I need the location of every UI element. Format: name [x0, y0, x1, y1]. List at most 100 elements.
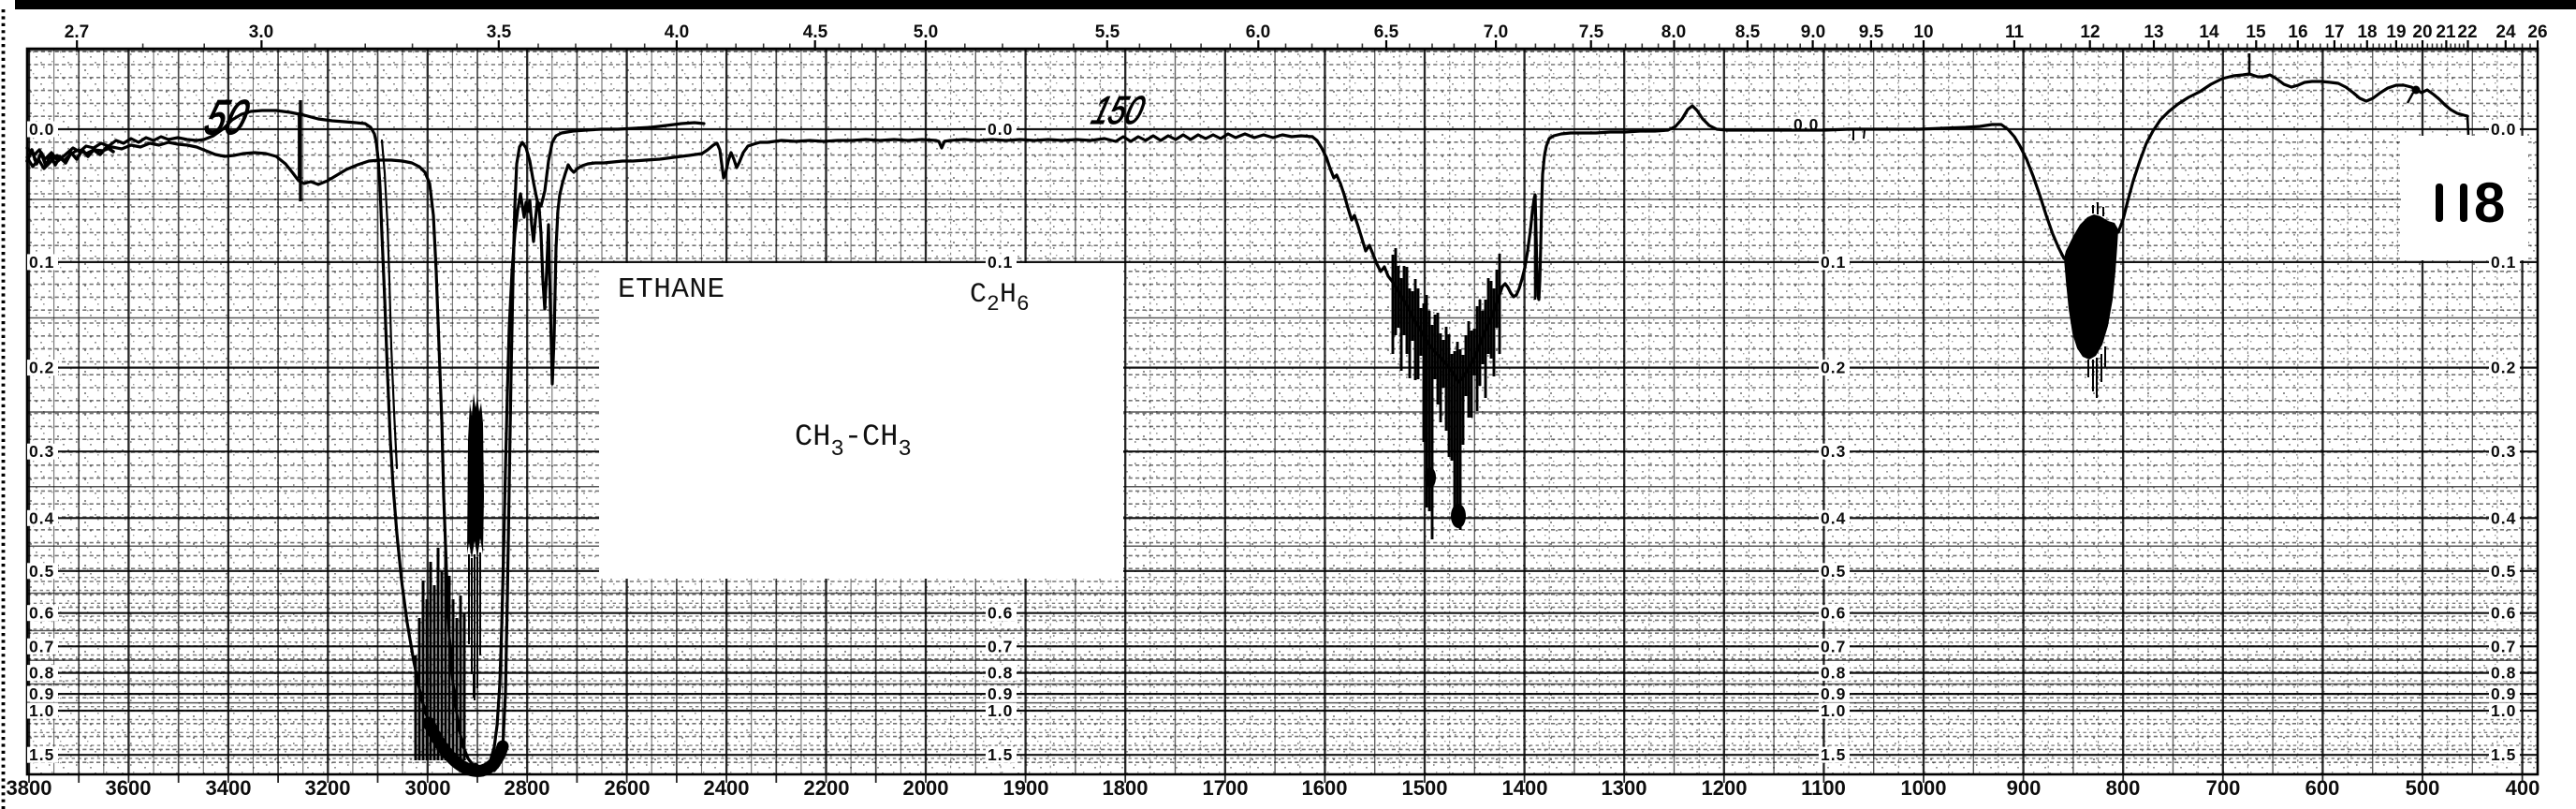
svg-text:2400: 2400: [704, 776, 750, 800]
svg-text:1.0: 1.0: [988, 701, 1013, 720]
svg-text:0.3: 0.3: [29, 442, 54, 461]
svg-text:0.0: 0.0: [988, 120, 1013, 139]
svg-text:0.8: 0.8: [988, 664, 1013, 683]
svg-text:1.0: 1.0: [1821, 701, 1846, 720]
svg-text:400: 400: [2506, 776, 2540, 800]
svg-text:1700: 1700: [1203, 776, 1249, 800]
svg-text:13: 13: [2144, 22, 2163, 42]
svg-text:1100: 1100: [1801, 776, 1846, 800]
svg-text:1800: 1800: [1103, 776, 1149, 800]
svg-text:3800: 3800: [7, 776, 52, 800]
svg-text:1600: 1600: [1302, 776, 1348, 800]
svg-text:500: 500: [2406, 776, 2440, 800]
svg-text:1.5: 1.5: [988, 745, 1013, 764]
svg-text:1900: 1900: [1003, 776, 1049, 800]
svg-text:1.0: 1.0: [29, 701, 54, 720]
svg-text:2600: 2600: [605, 776, 651, 800]
svg-text:10: 10: [1913, 22, 1933, 42]
svg-text:4.0: 4.0: [665, 22, 689, 42]
svg-text:0.0: 0.0: [2491, 120, 2516, 139]
svg-text:0.1: 0.1: [29, 253, 54, 272]
svg-text:3200: 3200: [305, 776, 351, 800]
svg-text:ETHANE: ETHANE: [618, 273, 725, 306]
svg-text:18: 18: [2357, 22, 2377, 42]
svg-text:0.9: 0.9: [988, 684, 1013, 703]
svg-text:600: 600: [2305, 776, 2340, 800]
svg-text:8.0: 8.0: [1661, 22, 1686, 42]
svg-text:0.7: 0.7: [2491, 637, 2516, 655]
svg-text:0.7: 0.7: [29, 637, 54, 655]
svg-text:3000: 3000: [405, 776, 451, 800]
svg-text:0.3: 0.3: [1821, 442, 1846, 461]
svg-text:0.6: 0.6: [2491, 604, 2516, 623]
svg-text:0.8: 0.8: [1821, 664, 1846, 683]
svg-text:0.1: 0.1: [2491, 253, 2516, 272]
svg-text:1400: 1400: [1502, 776, 1548, 800]
svg-text:0.7: 0.7: [1821, 637, 1846, 655]
svg-text:0.9: 0.9: [29, 684, 54, 703]
svg-text:0.1: 0.1: [1821, 253, 1846, 272]
svg-text:1.5: 1.5: [2491, 745, 2516, 764]
svg-text:0.9: 0.9: [1821, 684, 1846, 703]
svg-text:0.6: 0.6: [1821, 604, 1846, 623]
svg-text:4.5: 4.5: [803, 22, 828, 42]
svg-text:9.5: 9.5: [1859, 22, 1884, 42]
svg-text:22: 22: [2457, 22, 2477, 42]
svg-text:8.5: 8.5: [1735, 22, 1761, 42]
svg-text:0.5: 0.5: [1821, 562, 1846, 581]
svg-text:21: 21: [2436, 22, 2456, 42]
svg-text:3.5: 3.5: [487, 22, 512, 42]
svg-text:0.7: 0.7: [988, 637, 1013, 655]
svg-text:0.4: 0.4: [1821, 508, 1846, 527]
svg-text:0.4: 0.4: [29, 508, 54, 527]
svg-text:15: 15: [2246, 22, 2266, 42]
svg-text:20: 20: [2412, 22, 2432, 42]
svg-text:16: 16: [2288, 22, 2307, 42]
svg-text:0.6: 0.6: [988, 604, 1013, 623]
svg-text:24: 24: [2496, 22, 2516, 42]
svg-text:2200: 2200: [804, 776, 850, 800]
svg-text:9.0: 9.0: [1801, 22, 1825, 42]
svg-text:0.4: 0.4: [2491, 508, 2516, 527]
svg-text:C2H6: C2H6: [970, 279, 1030, 316]
svg-text:26: 26: [2527, 22, 2547, 42]
svg-text:1200: 1200: [1702, 776, 1748, 800]
svg-text:14: 14: [2199, 22, 2219, 42]
svg-text:0.3: 0.3: [2491, 442, 2516, 461]
svg-text:2.7: 2.7: [65, 22, 89, 42]
svg-text:3.0: 3.0: [249, 22, 273, 42]
svg-text:0.0: 0.0: [29, 120, 54, 139]
svg-text:0.8: 0.8: [29, 664, 54, 683]
svg-text:19: 19: [2386, 22, 2406, 42]
svg-text:900: 900: [2007, 776, 2042, 800]
svg-text:2800: 2800: [505, 776, 550, 800]
svg-text:0.5: 0.5: [2491, 562, 2516, 581]
svg-text:0.1: 0.1: [988, 253, 1013, 272]
svg-text:7.5: 7.5: [1579, 22, 1604, 42]
svg-text:1300: 1300: [1602, 776, 1647, 800]
svg-text:0.5: 0.5: [29, 562, 54, 581]
svg-text:0.8: 0.8: [2491, 664, 2516, 683]
svg-text:0.2: 0.2: [2491, 359, 2516, 377]
svg-text:12: 12: [2080, 22, 2100, 42]
svg-text:11: 11: [2005, 22, 2025, 42]
svg-text:1.5: 1.5: [29, 745, 54, 764]
svg-text:3600: 3600: [106, 776, 152, 800]
svg-text:0.2: 0.2: [29, 359, 54, 377]
svg-text:2000: 2000: [903, 776, 949, 800]
svg-text:6.0: 6.0: [1246, 22, 1270, 42]
svg-text:8: 8: [2474, 171, 2505, 234]
svg-text:0.9: 0.9: [2491, 684, 2516, 703]
svg-text:700: 700: [2206, 776, 2241, 800]
svg-text:3400: 3400: [206, 776, 252, 800]
svg-text:1500: 1500: [1402, 776, 1448, 800]
svg-text:5.0: 5.0: [914, 22, 938, 42]
svg-text:0.6: 0.6: [29, 604, 54, 623]
svg-text:17: 17: [2324, 22, 2344, 42]
svg-text:1.5: 1.5: [1821, 745, 1846, 764]
svg-text:0.2: 0.2: [1821, 359, 1846, 377]
svg-text:1.0: 1.0: [2491, 701, 2516, 720]
svg-text:800: 800: [2106, 776, 2141, 800]
svg-text:5.5: 5.5: [1095, 22, 1120, 42]
svg-text:1000: 1000: [1901, 776, 1947, 800]
